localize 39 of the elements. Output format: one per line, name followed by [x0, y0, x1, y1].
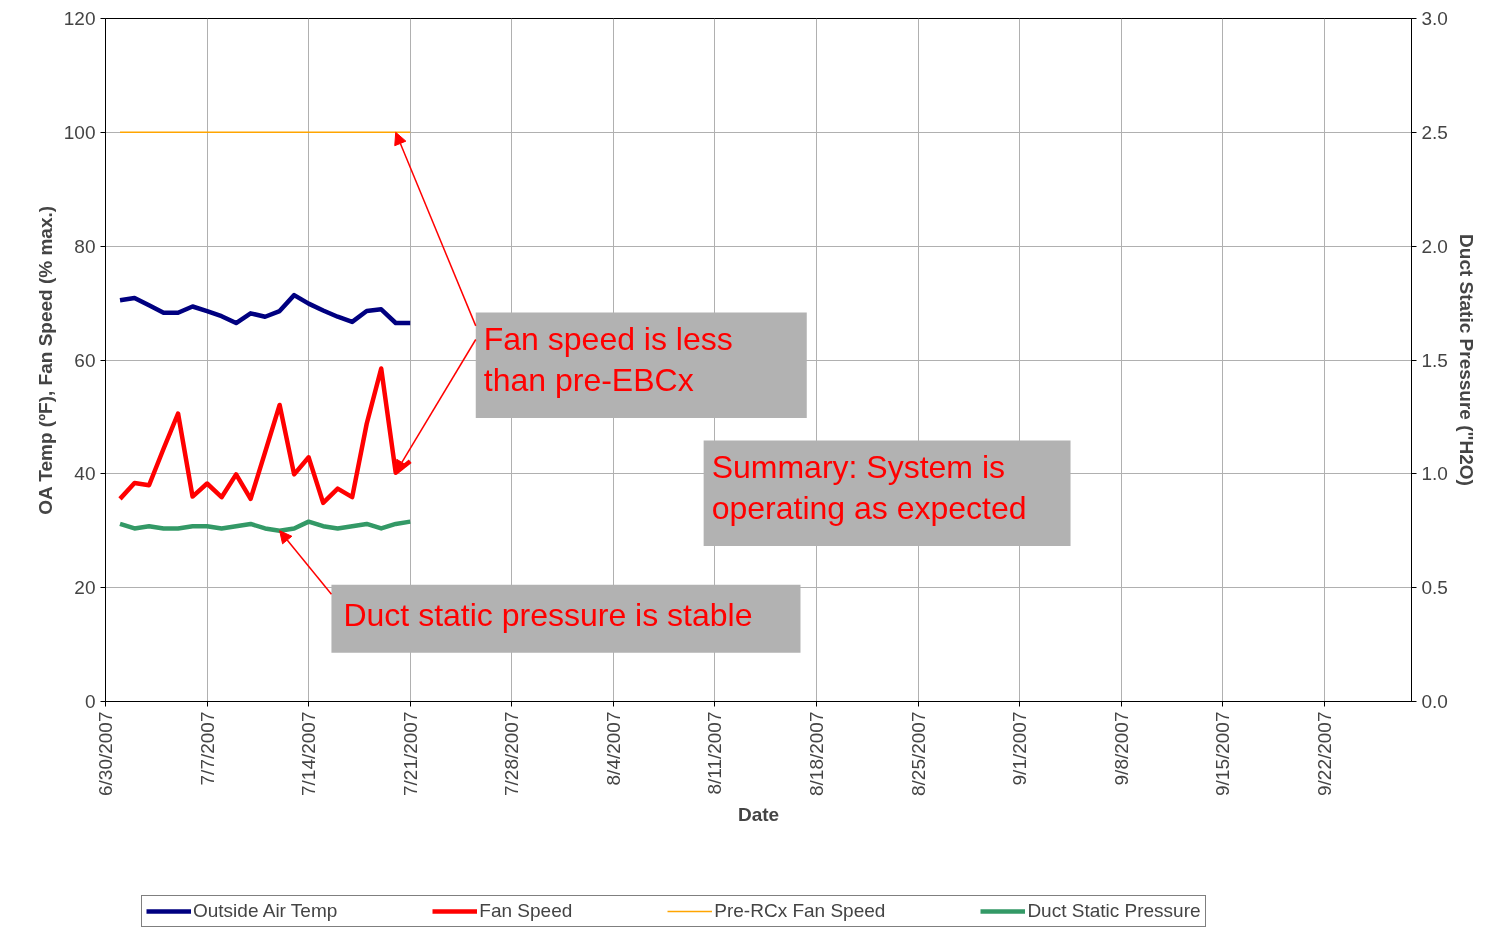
- legend-label: Outside Air Temp: [193, 900, 338, 922]
- y2-tick-label: 0.0: [1421, 691, 1448, 712]
- y-tick-label: 80: [74, 235, 96, 257]
- legend-label: Pre-RCx Fan Speed: [714, 900, 886, 922]
- x-tick-label: 7/21/2007: [399, 711, 421, 797]
- y-tick-label: 100: [63, 121, 96, 143]
- y2-tick-label: 2.5: [1421, 121, 1448, 143]
- x-tick-label: 9/1/2007: [1009, 711, 1031, 786]
- y2-tick-label: 2.0: [1421, 235, 1448, 257]
- x-tick-label: 6/30/2007: [95, 711, 116, 797]
- x-tick-label: 9/15/2007: [1212, 711, 1234, 797]
- y-axis-title: OA Temp (ºF), Fan Speed (% max.): [34, 205, 56, 515]
- x-tick-label: 7/14/2007: [298, 711, 320, 797]
- legend-label: Duct Static Pressure: [1027, 900, 1201, 922]
- line-series: [117, 292, 413, 326]
- y2-tick-label: 3.0: [1421, 8, 1448, 29]
- annotation: Fan speed is less than pre-EBCx: [483, 320, 733, 398]
- y-tick-label: 60: [74, 349, 96, 371]
- x-tick-label: 8/18/2007: [806, 711, 828, 797]
- y-tick-label: 20: [74, 577, 96, 599]
- y2-tick-label: 1.5: [1421, 349, 1448, 371]
- x-tick-label: 8/4/2007: [602, 711, 624, 786]
- y2-tick-label: 1.0: [1421, 463, 1448, 485]
- y-tick-label: 0: [84, 691, 96, 712]
- y2-tick-label: 0.5: [1421, 577, 1448, 599]
- legend-label: Fan Speed: [479, 900, 573, 922]
- line-series: [117, 366, 413, 506]
- y-tick-label: 40: [74, 463, 96, 485]
- x-axis-title: Date: [737, 804, 780, 826]
- y2-axis-title: Duct Static Pressure ("H2O): [1455, 234, 1477, 486]
- annotation: Duct static pressure is stable: [343, 596, 753, 633]
- y-tick-label: 120: [63, 8, 96, 29]
- x-tick-label: 8/11/2007: [704, 711, 726, 795]
- x-tick-label: 8/25/2007: [907, 711, 929, 797]
- x-tick-label: 7/28/2007: [501, 711, 523, 797]
- annotation: Summary: System is operating as expected: [711, 448, 1027, 526]
- x-tick-label: 7/7/2007: [196, 711, 218, 786]
- x-tick-label: 9/22/2007: [1313, 711, 1335, 797]
- x-tick-label: 9/8/2007: [1110, 711, 1132, 786]
